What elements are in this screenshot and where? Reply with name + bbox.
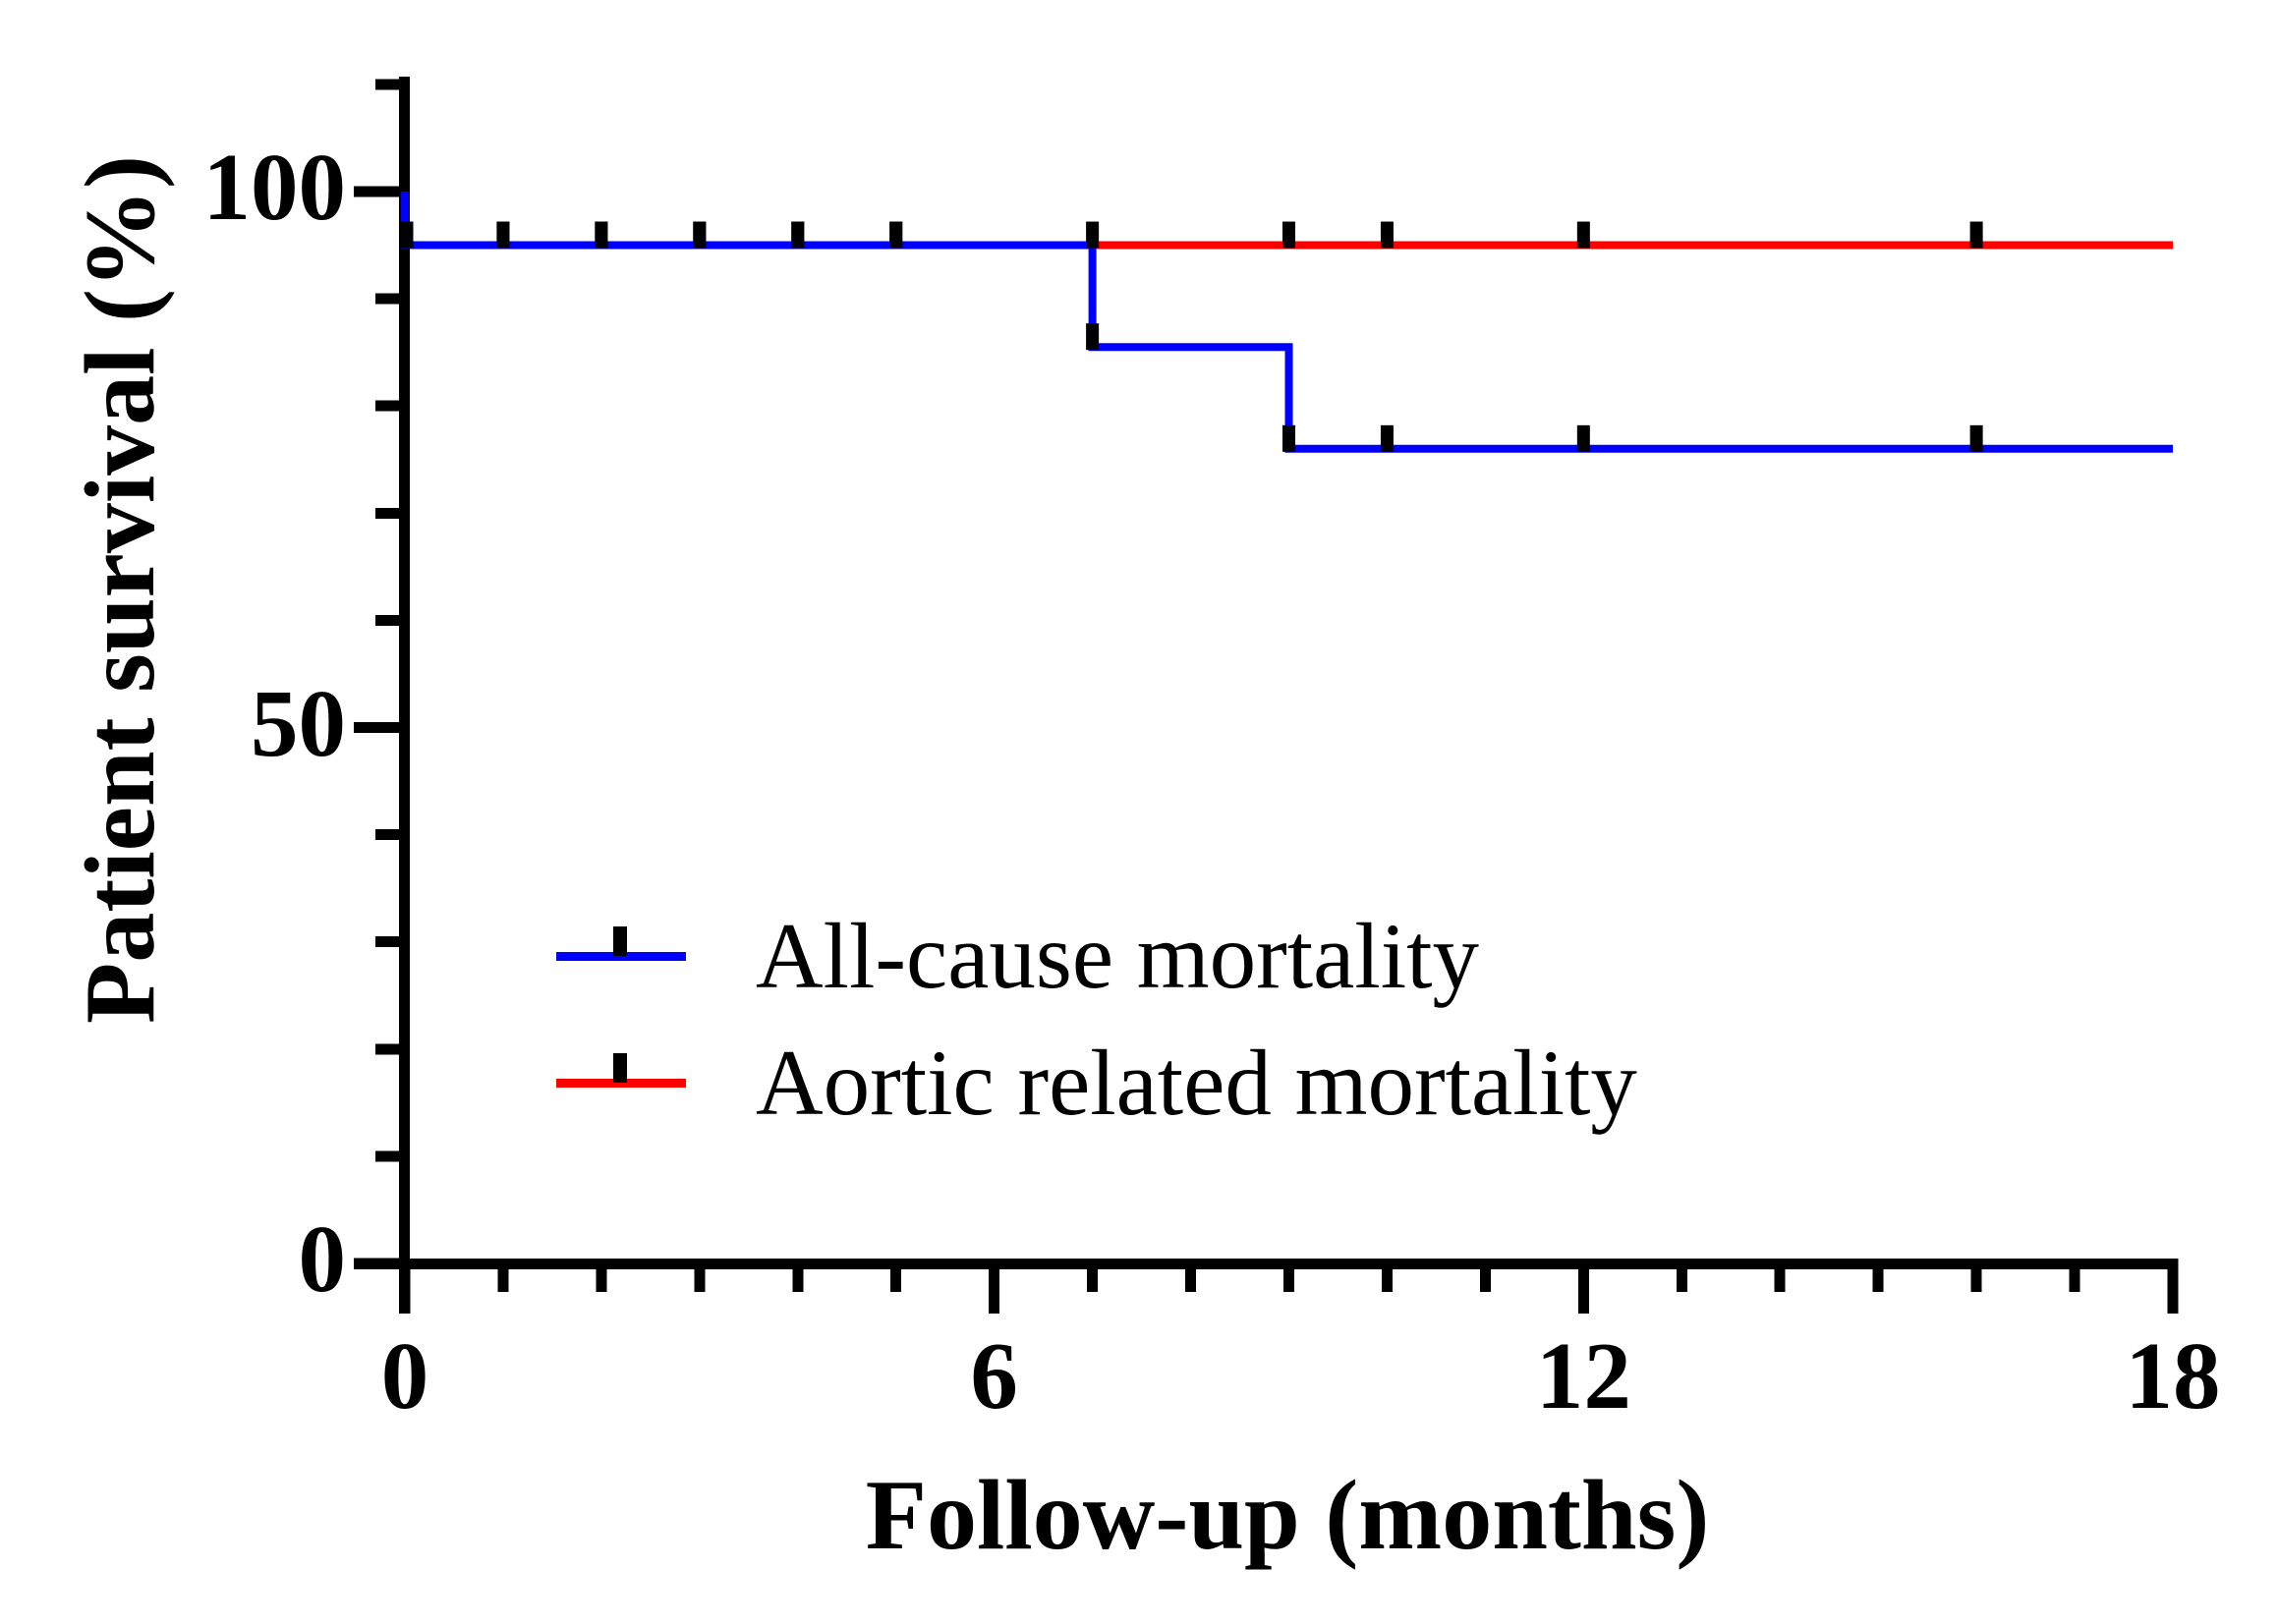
y-axis-minor-tick [375, 1150, 410, 1162]
y-axis-minor-tick [375, 1043, 410, 1055]
x-axis-major-tick [1577, 1259, 1589, 1314]
legend-line-swatch-aortic [556, 1079, 686, 1088]
y-axis-minor-tick [375, 614, 410, 626]
x-axis-minor-tick [1676, 1259, 1687, 1292]
censor-tick [1380, 221, 1394, 249]
censor-tick [1282, 424, 1295, 452]
y-axis-minor-tick [375, 829, 410, 841]
x-axis-minor-tick [2069, 1259, 2080, 1292]
y-tick-label-0: 0 [298, 1206, 347, 1312]
x-axis-minor-tick [497, 1259, 509, 1292]
y-axis-title: Patient survival (%) [65, 155, 176, 1024]
x-axis-line [354, 1259, 2177, 1269]
censor-tick [1969, 221, 1983, 249]
x-axis-minor-tick [596, 1259, 607, 1292]
y-axis-major-tick [354, 722, 410, 733]
x-tick-label-0: 0 [380, 1323, 429, 1428]
x-axis-minor-tick [1185, 1259, 1197, 1292]
x-axis-minor-tick [1087, 1259, 1099, 1292]
censor-tick [1380, 424, 1394, 452]
x-axis-major-tick [399, 1259, 411, 1314]
legend-item-all-cause: All-cause mortality [0, 905, 2278, 1007]
censor-tick [1576, 424, 1590, 452]
x-axis-minor-tick [792, 1259, 804, 1292]
y-axis-major-tick [354, 186, 410, 197]
censor-tick [595, 221, 608, 249]
x-axis-major-tick [989, 1259, 1000, 1314]
x-axis-minor-tick [1381, 1259, 1393, 1292]
x-axis-title: Follow-up (months) [865, 1460, 1710, 1571]
legend-line-swatch-all-cause [556, 952, 686, 961]
y-axis-minor-tick [375, 400, 410, 412]
y-axis-minor-tick [375, 293, 410, 305]
x-axis-minor-tick [890, 1259, 902, 1292]
legend-label-all-cause: All-cause mortality [756, 904, 1480, 1008]
y-axis-line [399, 77, 410, 1314]
censor-tick [693, 221, 707, 249]
x-axis-minor-tick [1479, 1259, 1491, 1292]
censor-tick [1086, 221, 1100, 249]
x-axis-major-tick [2167, 1259, 2179, 1314]
censor-tick [400, 221, 414, 249]
x-axis-minor-tick [1283, 1259, 1294, 1292]
y-axis-minor-tick [375, 507, 410, 519]
x-tick-label-18: 18 [2125, 1323, 2221, 1428]
x-axis-minor-tick [1872, 1259, 1884, 1292]
censor-tick [889, 221, 903, 249]
censor-tick-icon [613, 1053, 627, 1083]
x-axis-minor-tick [1774, 1259, 1786, 1292]
censor-tick [1086, 323, 1100, 351]
y-axis-minor-tick [375, 936, 410, 948]
y-tick-label-50: 50 [251, 670, 346, 776]
y-axis-minor-tick [375, 79, 410, 90]
legend-label-aortic: Aortic related mortality [756, 1031, 1637, 1135]
censor-tick [791, 221, 805, 249]
x-axis-minor-tick [1970, 1259, 1982, 1292]
censor-tick [1576, 221, 1590, 249]
censor-tick-icon [613, 926, 627, 956]
censor-tick [1969, 424, 1983, 452]
censor-tick [496, 221, 510, 249]
x-tick-label-6: 6 [970, 1323, 1018, 1428]
legend-item-aortic: Aortic related mortality [0, 1032, 2278, 1134]
y-axis-major-tick [354, 1258, 410, 1269]
x-tick-label-12: 12 [1535, 1323, 1631, 1428]
y-tick-label-100: 100 [202, 135, 347, 240]
censor-tick [1282, 221, 1295, 249]
x-axis-minor-tick [694, 1259, 706, 1292]
